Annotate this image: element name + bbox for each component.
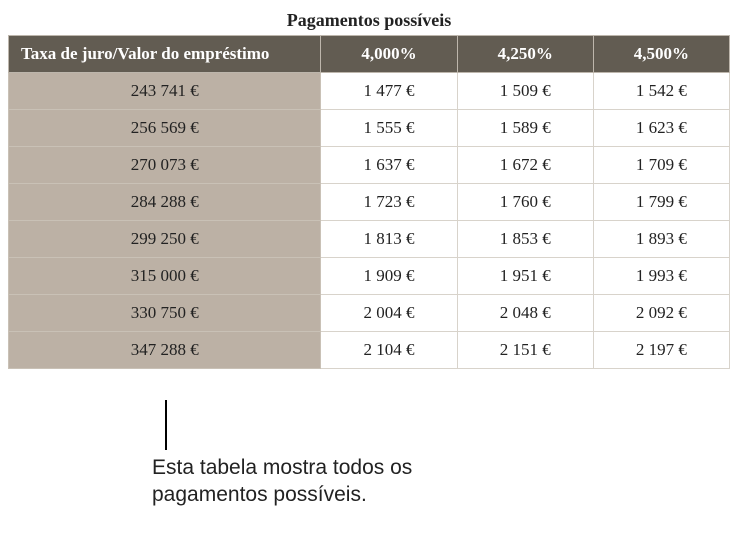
table-row: 330 750 € 2 004 € 2 048 € 2 092 € bbox=[9, 295, 730, 332]
payment-cell: 1 672 € bbox=[457, 147, 593, 184]
payment-cell: 1 893 € bbox=[593, 221, 729, 258]
payment-cell: 1 760 € bbox=[457, 184, 593, 221]
payment-cell: 2 197 € bbox=[593, 332, 729, 369]
payment-cell: 1 509 € bbox=[457, 73, 593, 110]
loan-amount-cell: 284 288 € bbox=[9, 184, 321, 221]
rate-header-2: 4,500% bbox=[593, 36, 729, 73]
payment-cell: 1 813 € bbox=[321, 221, 457, 258]
payment-cell: 2 092 € bbox=[593, 295, 729, 332]
payment-cell: 2 048 € bbox=[457, 295, 593, 332]
payment-cell: 1 709 € bbox=[593, 147, 729, 184]
loan-amount-cell: 315 000 € bbox=[9, 258, 321, 295]
table-row: 270 073 € 1 637 € 1 672 € 1 709 € bbox=[9, 147, 730, 184]
payment-cell: 1 637 € bbox=[321, 147, 457, 184]
table-title: Pagamentos possíveis bbox=[8, 10, 730, 31]
payment-cell: 2 151 € bbox=[457, 332, 593, 369]
payment-cell: 1 555 € bbox=[321, 110, 457, 147]
rate-header-1: 4,250% bbox=[457, 36, 593, 73]
table-body: 243 741 € 1 477 € 1 509 € 1 542 € 256 56… bbox=[9, 73, 730, 369]
payment-cell: 1 993 € bbox=[593, 258, 729, 295]
payment-cell: 1 909 € bbox=[321, 258, 457, 295]
payment-cell: 1 799 € bbox=[593, 184, 729, 221]
payment-cell: 1 589 € bbox=[457, 110, 593, 147]
table-header-row: Taxa de juro/Valor do empréstimo 4,000% … bbox=[9, 36, 730, 73]
payment-cell: 2 104 € bbox=[321, 332, 457, 369]
table-row: 347 288 € 2 104 € 2 151 € 2 197 € bbox=[9, 332, 730, 369]
payment-cell: 1 623 € bbox=[593, 110, 729, 147]
payment-cell: 1 853 € bbox=[457, 221, 593, 258]
payment-cell: 1 477 € bbox=[321, 73, 457, 110]
corner-header: Taxa de juro/Valor do empréstimo bbox=[9, 36, 321, 73]
loan-amount-cell: 299 250 € bbox=[9, 221, 321, 258]
table-row: 256 569 € 1 555 € 1 589 € 1 623 € bbox=[9, 110, 730, 147]
loan-amount-cell: 270 073 € bbox=[9, 147, 321, 184]
loan-amount-cell: 347 288 € bbox=[9, 332, 321, 369]
payment-cell: 1 723 € bbox=[321, 184, 457, 221]
loan-amount-cell: 256 569 € bbox=[9, 110, 321, 147]
callout-text: Esta tabela mostra todos os pagamentos p… bbox=[152, 454, 482, 509]
loan-amount-cell: 330 750 € bbox=[9, 295, 321, 332]
rate-header-0: 4,000% bbox=[321, 36, 457, 73]
payment-cell: 1 951 € bbox=[457, 258, 593, 295]
table-row: 243 741 € 1 477 € 1 509 € 1 542 € bbox=[9, 73, 730, 110]
payments-table: Taxa de juro/Valor do empréstimo 4,000% … bbox=[8, 35, 730, 369]
callout: Esta tabela mostra todos os pagamentos p… bbox=[152, 400, 482, 509]
loan-amount-cell: 243 741 € bbox=[9, 73, 321, 110]
payments-table-container: Pagamentos possíveis Taxa de juro/Valor … bbox=[8, 10, 730, 369]
table-row: 284 288 € 1 723 € 1 760 € 1 799 € bbox=[9, 184, 730, 221]
payment-cell: 2 004 € bbox=[321, 295, 457, 332]
table-row: 299 250 € 1 813 € 1 853 € 1 893 € bbox=[9, 221, 730, 258]
table-row: 315 000 € 1 909 € 1 951 € 1 993 € bbox=[9, 258, 730, 295]
payment-cell: 1 542 € bbox=[593, 73, 729, 110]
callout-line bbox=[165, 400, 167, 450]
